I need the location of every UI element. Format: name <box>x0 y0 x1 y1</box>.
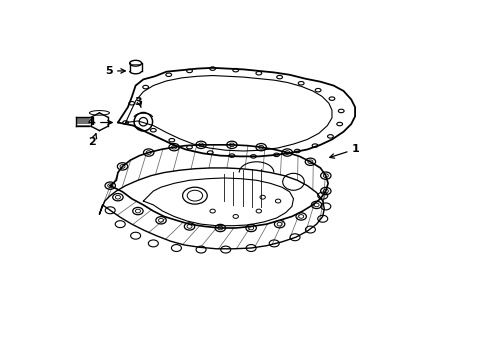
Text: 5: 5 <box>105 66 113 76</box>
Text: 3: 3 <box>134 97 142 107</box>
Text: 1: 1 <box>351 144 359 154</box>
Text: 4: 4 <box>88 117 96 127</box>
Text: 2: 2 <box>88 137 96 147</box>
